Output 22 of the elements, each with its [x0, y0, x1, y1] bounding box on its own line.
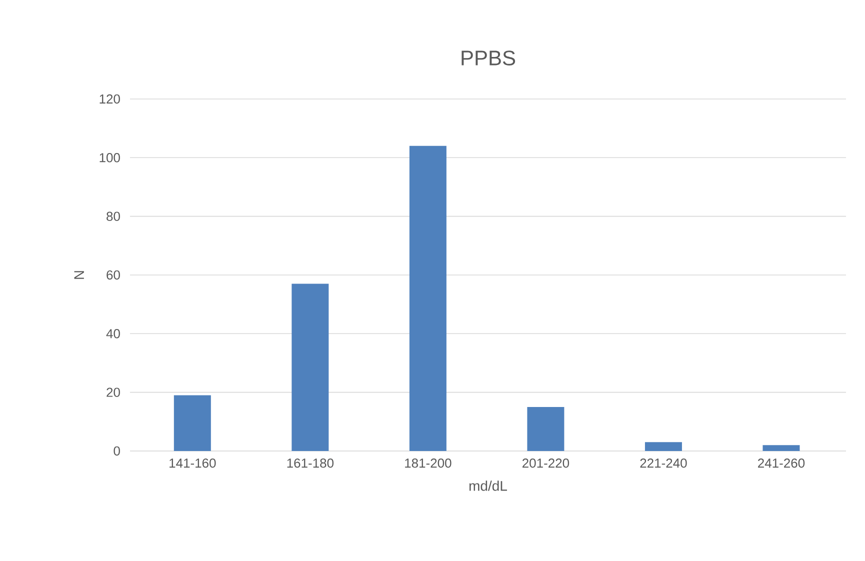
x-axis-title: md/dL	[469, 480, 507, 491]
bar	[527, 406, 564, 451]
x-tick-label: 141-160	[170, 458, 216, 468]
bar	[644, 442, 682, 451]
y-axis-title: N	[74, 271, 84, 279]
bar	[174, 395, 211, 451]
x-tick-label: 201-220	[522, 458, 570, 468]
y-tick-label: 120	[100, 94, 120, 104]
y-tick-label: 0	[114, 446, 120, 456]
y-tick-label: 100	[100, 153, 120, 162]
x-tick-label: 241-260	[758, 458, 805, 468]
y-tick-label: 80	[106, 212, 120, 221]
bar	[762, 445, 800, 451]
y-tick-label: 60	[106, 270, 120, 280]
chart-title: PPBS	[462, 50, 516, 66]
bar	[409, 146, 446, 451]
x-tick-label: 181-200	[405, 458, 452, 468]
x-tick-label: 221-240	[640, 458, 687, 468]
x-tick-label: 161-180	[287, 458, 334, 468]
y-tick-label: 40	[106, 329, 120, 338]
y-tick-label: 20	[106, 388, 120, 397]
bar	[292, 284, 329, 451]
